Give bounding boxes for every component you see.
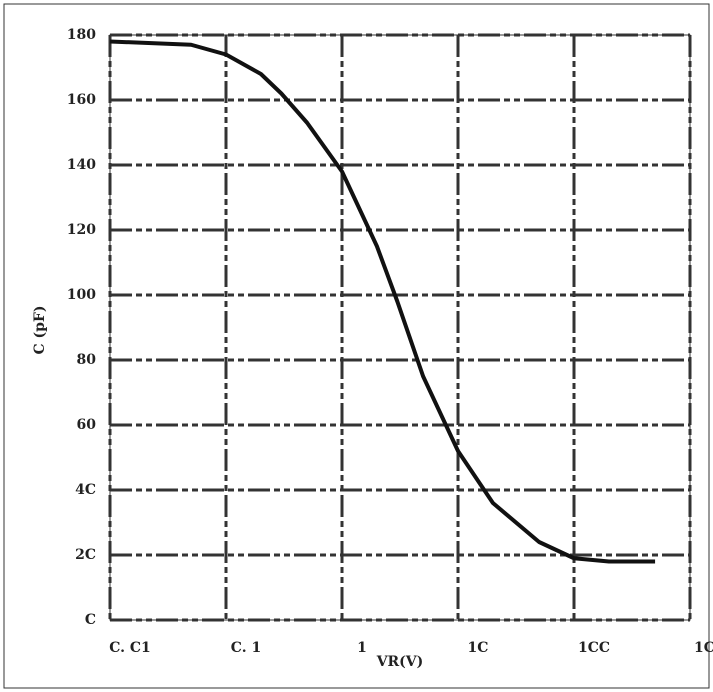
y-tick-label: C	[85, 612, 96, 628]
x-tick-label: C. C1	[109, 640, 151, 656]
x-tick-label: 1CC	[694, 640, 713, 656]
y-tick-label: 120	[67, 222, 96, 238]
plot-border	[109, 34, 691, 621]
data-line	[109, 39, 656, 564]
x-tick-label: 1C	[468, 640, 489, 656]
x-tick-label: 1	[357, 640, 367, 656]
x-axis-label: VR(V)	[376, 654, 424, 670]
y-tick-label: 80	[77, 352, 97, 368]
y-tick-label: 2C	[75, 547, 96, 563]
y-axis-label: C (pF)	[32, 306, 48, 355]
y-tick-label: 60	[77, 417, 97, 433]
y-tick-label: 100	[67, 287, 96, 303]
y-tick-label: 180	[67, 27, 96, 43]
y-tick-label: 4C	[75, 482, 96, 498]
y-tick-label: 140	[67, 157, 96, 173]
x-tick-label: C. 1	[231, 640, 261, 656]
y-tick-label: 160	[67, 92, 96, 108]
frame	[3, 3, 710, 689]
x-tick-label: 1CC	[578, 640, 610, 656]
